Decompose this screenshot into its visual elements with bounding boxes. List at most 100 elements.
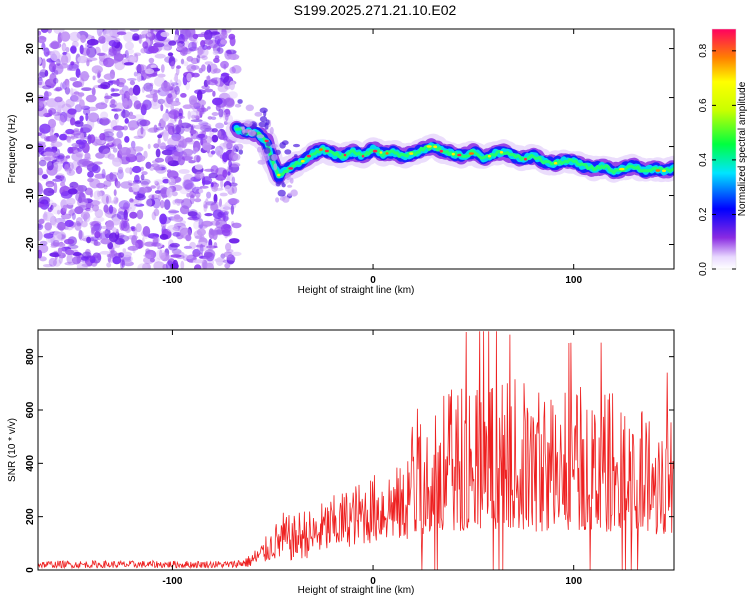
noise-blob	[62, 204, 68, 212]
noise-blob	[225, 169, 232, 173]
noise-blob	[210, 150, 216, 155]
trace-stray-blob	[270, 143, 278, 149]
noise-blob	[49, 252, 61, 258]
noise-blob	[149, 164, 155, 171]
noise-blob	[194, 264, 202, 269]
noise-blob	[76, 262, 88, 269]
noise-blob	[72, 81, 83, 88]
noise-blob	[153, 261, 165, 269]
y-tick-label: -10	[25, 188, 36, 203]
noise-blob	[94, 173, 106, 179]
noise-blob	[182, 148, 194, 156]
noise-blob	[69, 31, 81, 42]
noise-blob	[179, 220, 186, 225]
noise-blob	[38, 35, 47, 44]
y-tick-label: 0	[25, 143, 36, 149]
noise-blob	[92, 75, 96, 81]
noise-blob	[38, 30, 42, 36]
noise-blob	[94, 231, 101, 239]
noise-blob	[98, 31, 103, 40]
noise-blob	[103, 73, 115, 80]
noise-blob	[89, 190, 93, 198]
noise-blob	[102, 131, 115, 138]
noise-blob	[121, 259, 126, 268]
noise-blob	[208, 228, 215, 240]
noise-blob	[103, 128, 115, 133]
noise-blob	[154, 157, 165, 163]
y-tick-label: 600	[25, 401, 36, 418]
noise-blob	[140, 166, 144, 171]
noise-blob	[112, 125, 125, 131]
noise-blob	[161, 46, 170, 51]
noise-blob	[113, 196, 119, 205]
noise-blob	[170, 100, 181, 107]
noise-blob	[74, 144, 82, 148]
noise-blob	[122, 125, 128, 131]
noise-blob	[229, 36, 236, 47]
noise-blob	[179, 29, 189, 35]
noise-blob	[48, 109, 53, 117]
noise-blob	[198, 218, 204, 229]
noise-blob	[52, 240, 60, 247]
noise-blob	[53, 77, 59, 84]
noise-blob	[198, 121, 209, 126]
noise-blob	[149, 82, 154, 87]
noise-blob	[56, 58, 61, 66]
noise-blob	[181, 198, 192, 209]
colorbar: 0.0 0.2 0.4 0.6 0.8 Normalized spectral ampl…	[698, 28, 748, 276]
noise-blob	[148, 45, 159, 54]
noise-blob	[85, 202, 94, 209]
noise-blob	[133, 100, 142, 110]
noise-blob	[80, 211, 90, 220]
noise-blob	[105, 195, 109, 204]
noise-blob	[206, 46, 211, 50]
noise-blob	[95, 152, 105, 159]
noise-blob	[231, 65, 242, 74]
noise-blob	[196, 107, 203, 119]
y-tick-label: 800	[25, 348, 36, 365]
noise-blob	[72, 252, 82, 256]
noise-blob	[186, 56, 194, 62]
noise-blob	[201, 220, 214, 227]
noise-blob	[54, 96, 63, 103]
noise-blob	[102, 136, 115, 142]
x-tick-label: 0	[370, 576, 376, 587]
noise-blob	[204, 61, 213, 65]
noise-blob	[113, 189, 117, 197]
noise-blob	[202, 135, 213, 144]
noise-blob	[140, 180, 149, 187]
noise-blob	[140, 174, 145, 181]
trace-stray-blob	[294, 154, 298, 158]
noise-blob	[220, 60, 229, 69]
noise-blob	[161, 81, 171, 92]
noise-blob	[193, 124, 204, 130]
noise-blob	[212, 90, 216, 97]
noise-blob	[156, 127, 165, 131]
noise-blob	[78, 141, 86, 149]
trace-peak	[379, 151, 383, 154]
noise-blob	[108, 40, 118, 47]
noise-blob	[109, 59, 119, 64]
noise-blob	[155, 148, 161, 158]
noise-blob	[91, 87, 96, 96]
noise-blob	[201, 85, 210, 90]
noise-blob	[198, 188, 204, 194]
noise-blob	[213, 187, 224, 191]
noise-blob	[160, 252, 170, 262]
noise-blob	[131, 165, 142, 174]
noise-blob	[59, 115, 65, 126]
noise-blob	[38, 196, 51, 205]
noise-blob	[159, 233, 169, 240]
noise-blob	[145, 198, 153, 207]
snr-plot-frame	[37, 329, 675, 571]
noise-blob	[57, 221, 66, 231]
noise-blob	[204, 249, 216, 260]
noise-blob	[89, 256, 96, 264]
noise-blob	[99, 133, 106, 141]
noise-blob	[90, 236, 99, 242]
noise-blob	[158, 122, 162, 127]
colorbar-tick-label: 0.6	[698, 98, 709, 112]
noise-blob	[112, 217, 121, 226]
noise-blob	[42, 85, 52, 90]
noise-blob	[106, 254, 112, 258]
